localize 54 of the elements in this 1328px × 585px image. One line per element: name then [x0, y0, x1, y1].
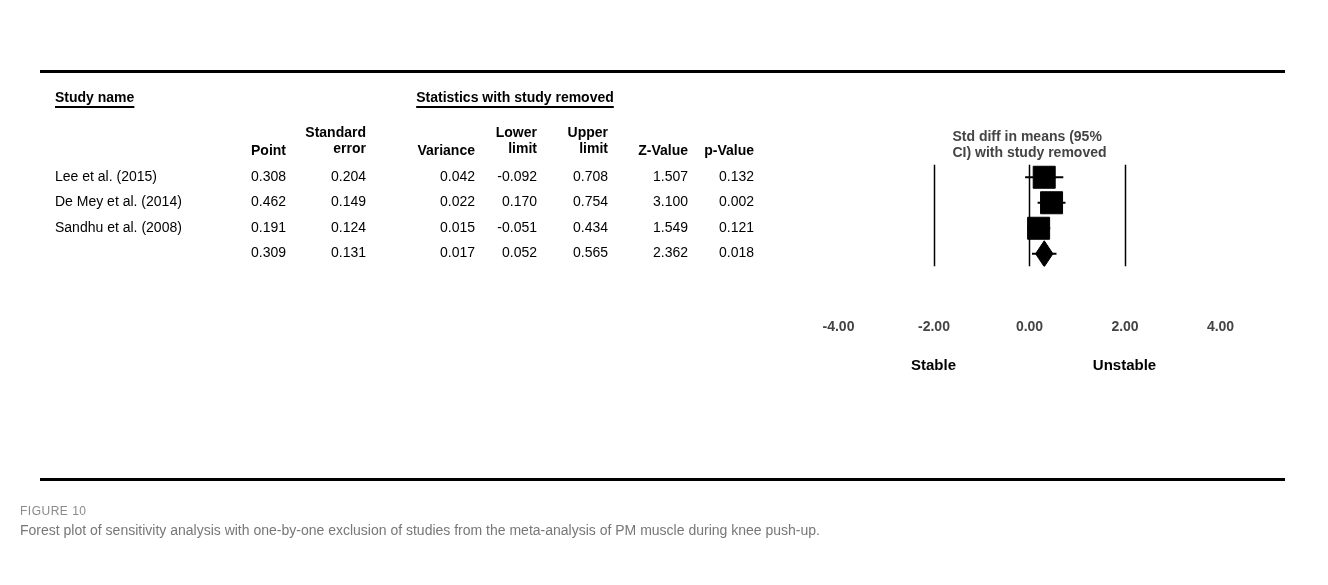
text: Forest plot of sensitivity analysis with one-by-one exclusion of studies from the meta-analysis of PM muscle during knee push-up. — [20, 522, 820, 538]
x-tick-label: -4.00 — [822, 317, 855, 334]
text: 0.708 — [572, 168, 608, 184]
point — [1035, 240, 1054, 267]
text: -0.051 — [497, 219, 537, 235]
text: Unstable — [1091, 356, 1158, 373]
text: 0.022 — [439, 193, 475, 209]
category-label: Upper limit — [567, 124, 608, 156]
text: 0.434 — [572, 219, 608, 235]
point — [1032, 165, 1056, 189]
point — [1027, 216, 1051, 240]
text: 0.565 — [572, 244, 608, 260]
category-label: Lower limit — [495, 124, 537, 156]
category-label: p-Value — [704, 142, 754, 158]
text: 0.052 — [501, 244, 537, 260]
text: 0.170 — [501, 193, 537, 209]
text: 0.309 — [250, 244, 286, 260]
text: 0.002 — [718, 193, 754, 209]
text: 0.018 — [718, 244, 754, 260]
text: 0.121 — [718, 219, 754, 235]
x-tick-label: 4.00 — [1206, 317, 1235, 334]
text: -0.092 — [497, 168, 537, 184]
caption: FIGURE 10 — [20, 504, 88, 518]
text: 0.204 — [330, 168, 366, 184]
chart-title: Std diff in means (95% CI) with study removed — [952, 127, 1107, 160]
text: 1.507 — [652, 168, 688, 184]
text: 0.042 — [439, 168, 475, 184]
text: 0.191 — [250, 219, 286, 235]
category-label: Variance — [417, 142, 475, 158]
category-label: Sandhu et al. (2008) — [55, 219, 182, 235]
text: 1.549 — [652, 219, 688, 235]
text: 0.462 — [250, 193, 286, 209]
text: 0.131 — [330, 244, 366, 260]
text: 0.124 — [330, 219, 366, 235]
text: 0.149 — [330, 193, 366, 209]
x-tick-label: 2.00 — [1111, 317, 1139, 334]
text: Stable — [910, 356, 957, 373]
text: Study name — [55, 89, 135, 105]
x-tick-label: 0.00 — [1015, 317, 1044, 334]
text: 0.132 — [718, 168, 754, 184]
text: 3.100 — [652, 193, 688, 209]
text: 2.362 — [652, 244, 688, 260]
x-tick-label: -2.00 — [918, 317, 951, 334]
text: Statistics with study removed — [415, 89, 615, 105]
text: 0.015 — [439, 219, 475, 235]
point — [1040, 191, 1064, 215]
text: 0.754 — [572, 193, 608, 209]
category-label: De Mey et al. (2014) — [55, 193, 182, 209]
text: 0.308 — [250, 168, 286, 184]
text: 0.017 — [439, 244, 475, 260]
category-label: Point — [251, 142, 286, 158]
category-label: Z-Value — [638, 142, 688, 158]
category-label: Standard error — [305, 124, 366, 156]
category-label: Lee et al. (2015) — [55, 168, 157, 184]
